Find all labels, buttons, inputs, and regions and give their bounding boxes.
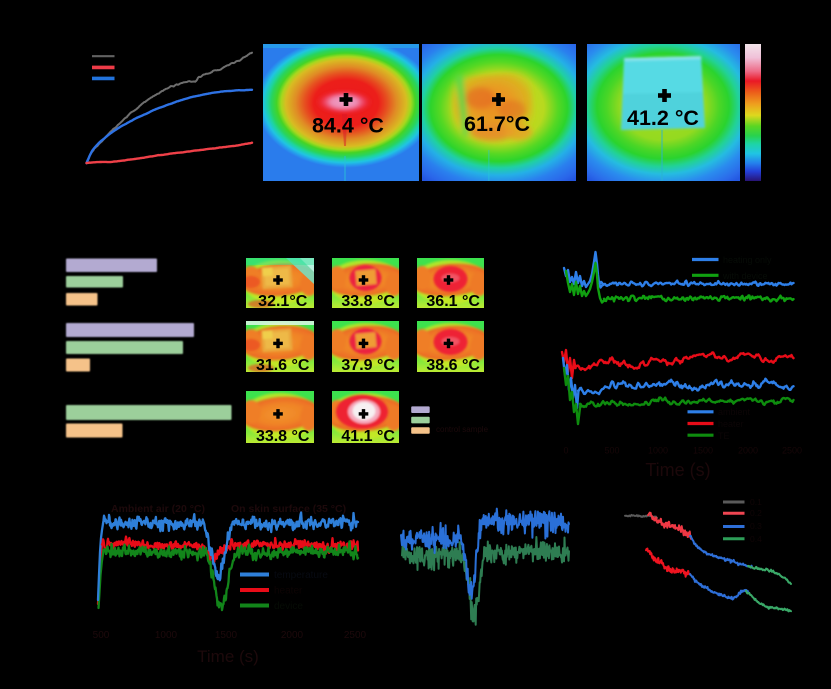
svg-text:32.1°C: 32.1°C — [258, 293, 308, 308]
svg-text:500: 500 — [604, 446, 619, 456]
svg-text:38.6 °C: 38.6 °C — [426, 357, 480, 372]
svg-text:ambient: ambient — [718, 407, 751, 417]
svg-text:33.8 °C: 33.8 °C — [256, 428, 310, 443]
svg-text:37.9 °C: 37.9 °C — [341, 357, 395, 372]
svg-text:0.1: 0.1 — [750, 497, 762, 507]
svg-text:41.2 °C: 41.2 °C — [627, 106, 699, 130]
svg-text:61.7°C: 61.7°C — [464, 112, 530, 136]
svg-text:2000: 2000 — [281, 630, 304, 641]
svg-text:41.1 °C: 41.1 °C — [341, 428, 395, 443]
svg-text:heating only: heating only — [723, 255, 772, 265]
svg-text:heater: heater — [274, 586, 303, 597]
svg-text:Ambient air (20 °C): Ambient air (20 °C) — [111, 503, 205, 515]
svg-text:0: 0 — [563, 446, 568, 456]
svg-text:0.4: 0.4 — [750, 534, 762, 544]
svg-text:with device: with device — [722, 271, 768, 281]
svg-text:device: device — [274, 601, 303, 612]
svg-text:1000: 1000 — [648, 446, 668, 456]
svg-text:temperature: temperature — [274, 570, 328, 581]
svg-text:TE: TE — [718, 431, 730, 441]
svg-text:0.3: 0.3 — [750, 521, 762, 531]
svg-text:heater: heater — [718, 419, 744, 429]
svg-text:84.4 °C: 84.4 °C — [312, 114, 384, 138]
svg-text:500: 500 — [93, 630, 110, 641]
svg-text:On skin surface (35 °C): On skin surface (35 °C) — [231, 503, 346, 515]
svg-text:2000: 2000 — [738, 446, 758, 456]
svg-text:2500: 2500 — [344, 630, 367, 641]
svg-text:0.2: 0.2 — [750, 508, 762, 518]
svg-text:36.1 °C: 36.1 °C — [426, 293, 480, 308]
svg-text:control sample: control sample — [436, 425, 489, 434]
svg-text:1000: 1000 — [155, 630, 178, 641]
svg-text:2500: 2500 — [782, 446, 802, 456]
svg-text:31.6 °C: 31.6 °C — [256, 357, 310, 372]
svg-text:1500: 1500 — [693, 446, 713, 456]
svg-text:Time (s): Time (s) — [197, 647, 259, 666]
svg-text:1500: 1500 — [215, 630, 238, 641]
svg-text:Time (s): Time (s) — [645, 460, 710, 480]
svg-text:33.8 °C: 33.8 °C — [341, 293, 395, 308]
